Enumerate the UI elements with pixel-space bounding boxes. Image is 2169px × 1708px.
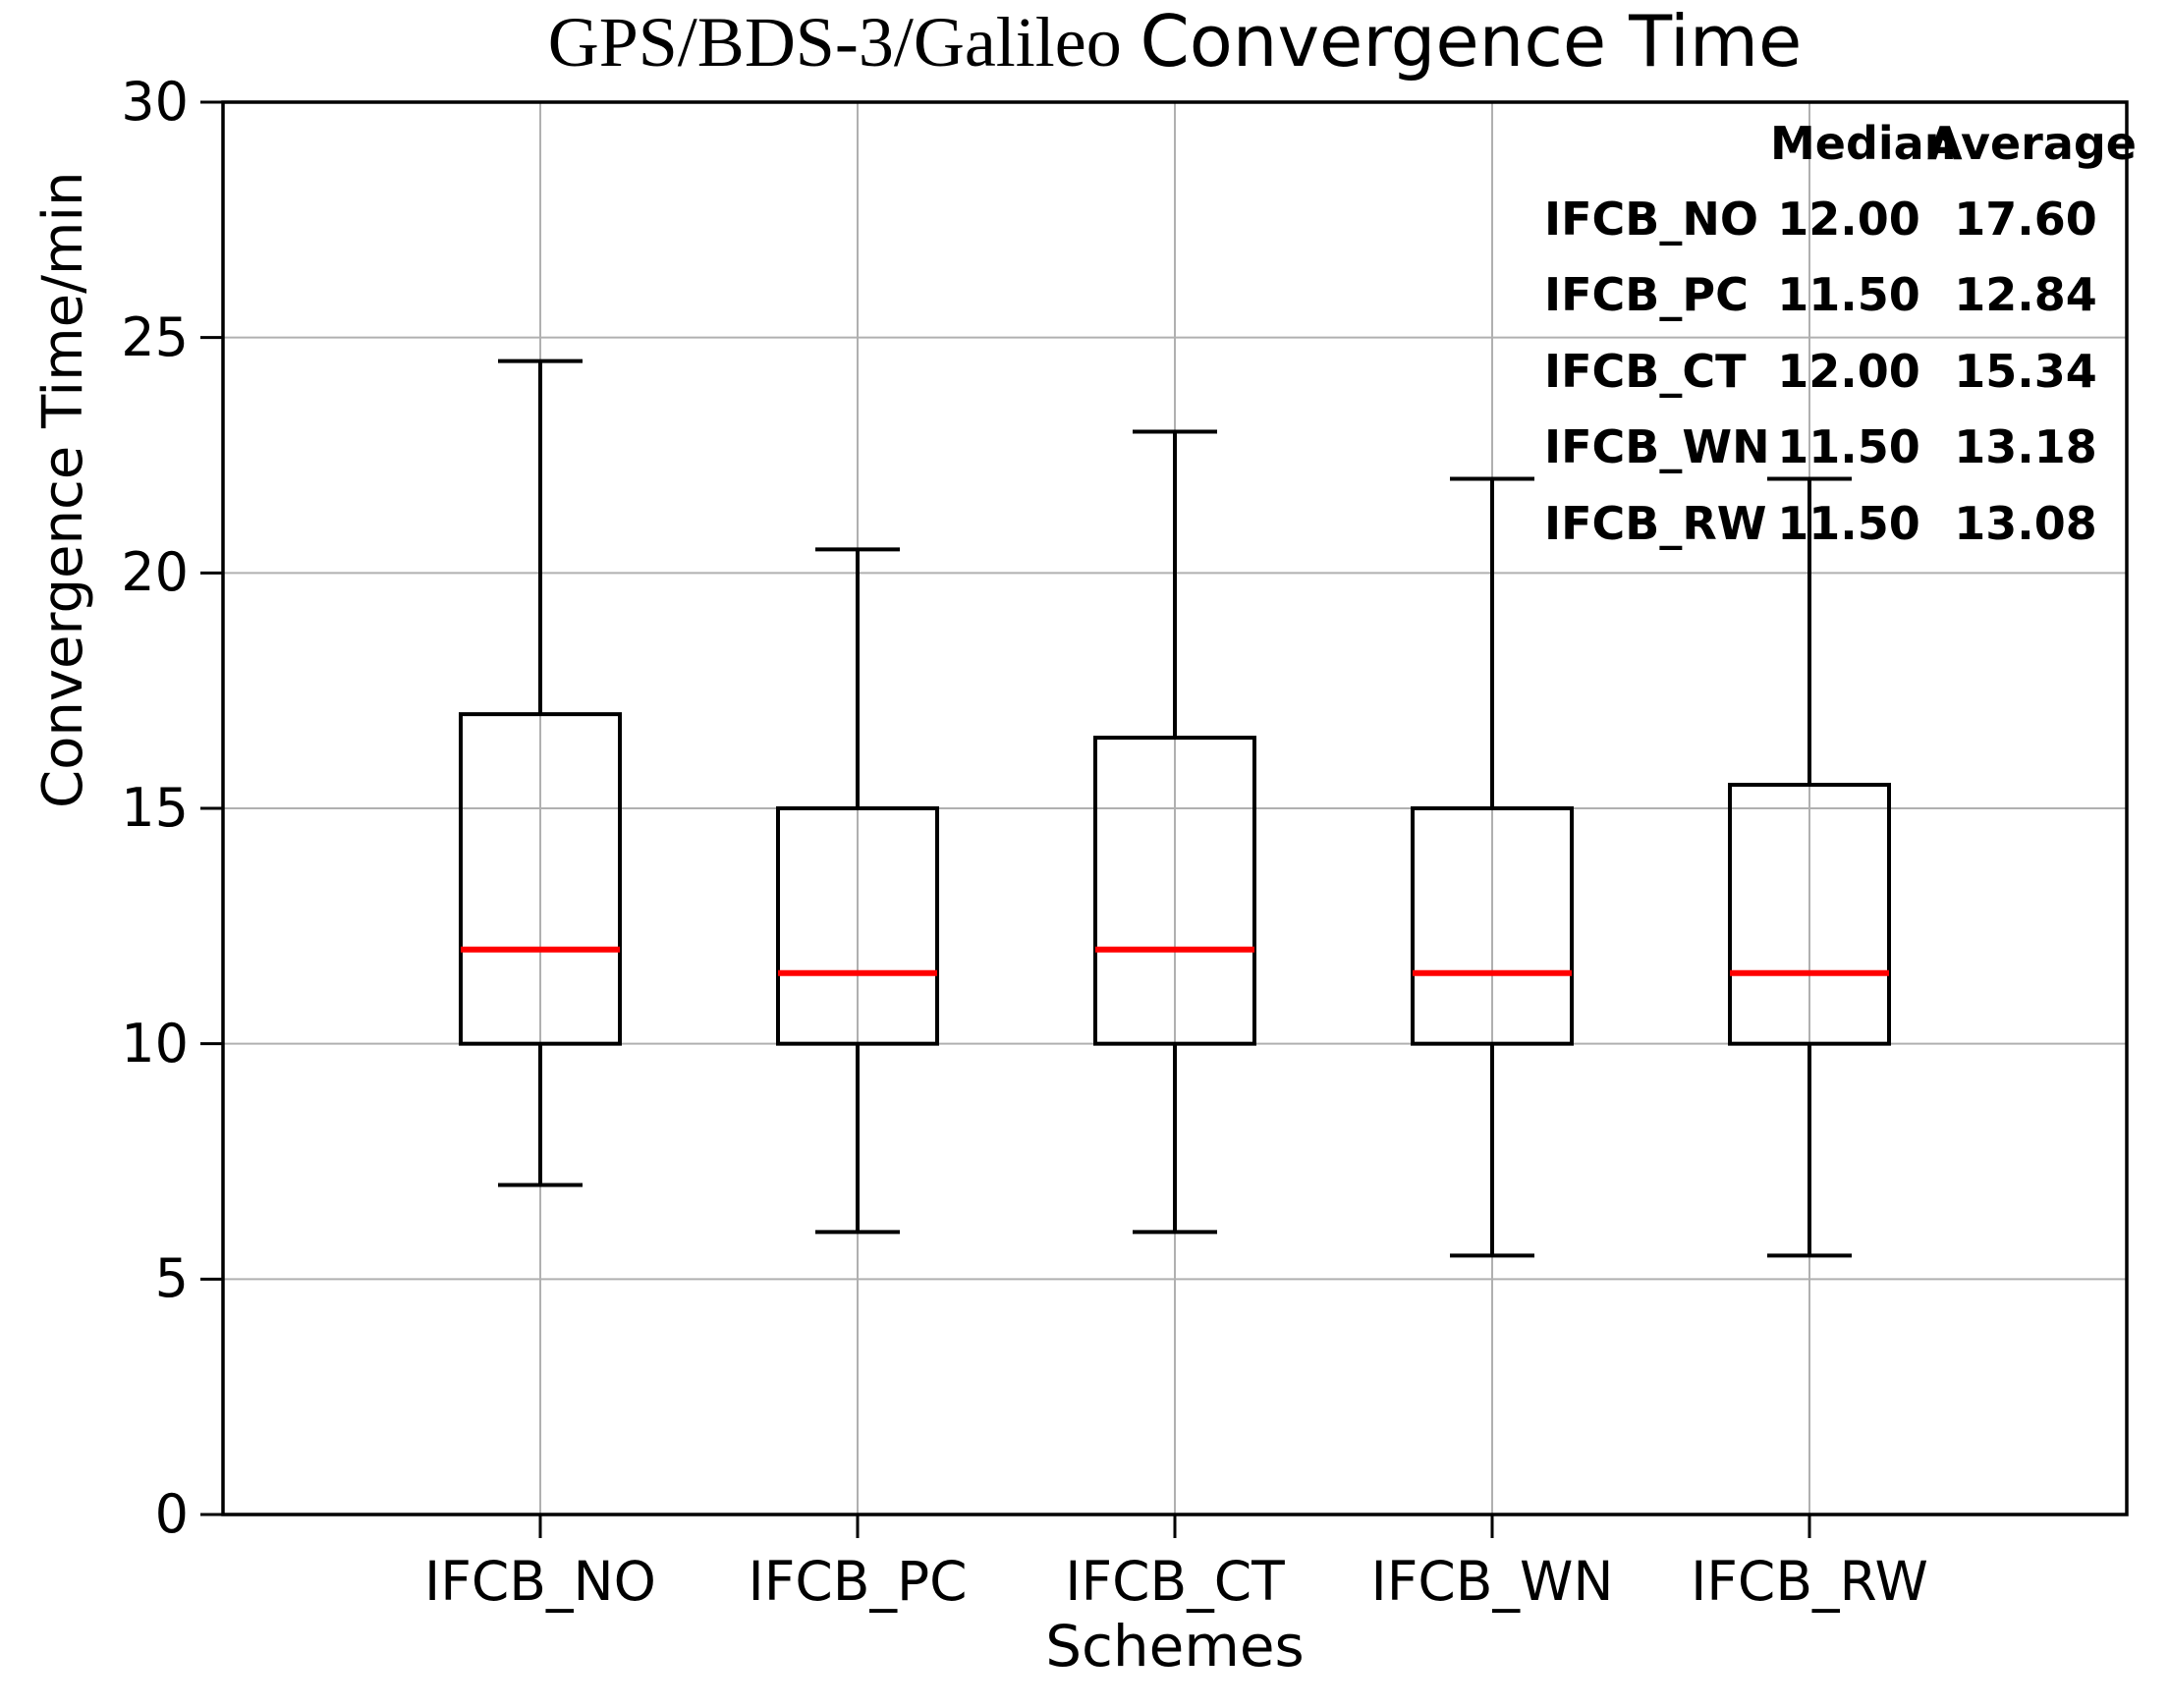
legend-row: IFCB_RW 11.50 13.08 [1544, 485, 2124, 561]
x-tick-label: IFCB_CT [1065, 1550, 1285, 1613]
legend-average-value: 13.08 [1954, 496, 2097, 550]
x-tick-label: IFCB_WN [1370, 1550, 1614, 1613]
legend-table: Median Average IFCB_NO 12.00 17.60 IFCB_PC 11.… [1544, 105, 2137, 561]
y-tick-label: 0 [154, 1483, 189, 1545]
box-IFCB_NO [459, 712, 622, 1046]
legend-scheme-label: IFCB_RW [1544, 496, 1767, 550]
legend-header-row: Median Average [1544, 105, 2137, 181]
legend-scheme-label: IFCB_CT [1544, 344, 1747, 398]
y-tick-label: 10 [121, 1012, 189, 1074]
legend-average-value: 12.84 [1954, 268, 2097, 322]
y-tick-label: 25 [121, 305, 189, 368]
chart-title-sans-part: Convergence Time [1140, 0, 1803, 83]
legend-average-value: 13.18 [1954, 420, 2097, 474]
x-tick-label: IFCB_RW [1691, 1550, 1928, 1613]
legend-scheme-label: IFCB_NO [1544, 193, 1758, 247]
legend-median-value: Median [1770, 116, 1957, 170]
box-IFCB_CT [1093, 736, 1256, 1046]
legend-median-value: 12.00 [1777, 344, 1920, 398]
legend-median-value: 12.00 [1777, 193, 1920, 247]
legend-row: IFCB_NO 12.00 17.60 [1544, 181, 2124, 256]
legend-median-value: 11.50 [1777, 420, 1920, 474]
legend-row: IFCB_CT 12.00 15.34 [1544, 333, 2124, 409]
legend-scheme-label: IFCB_PC [1544, 268, 1749, 322]
legend-scheme-label: IFCB_WN [1544, 420, 1770, 474]
chart-title: GPS/BDS-3/Galileo Convergence Time [223, 0, 2127, 87]
box-IFCB_RW [1728, 783, 1891, 1046]
legend-average-value: 17.60 [1954, 193, 2097, 247]
box-IFCB_WN [1411, 806, 1574, 1046]
legend-median-value: 11.50 [1777, 496, 1920, 550]
legend-median-value: 11.50 [1777, 268, 1920, 322]
x-tick-label: IFCB_NO [424, 1550, 656, 1613]
y-tick-label: 30 [121, 71, 189, 133]
box-IFCB_PC [776, 806, 939, 1046]
chart-title-serif-part: GPS/BDS-3/Galileo [547, 3, 1122, 82]
y-tick-label: 20 [121, 541, 189, 604]
legend-average-value: Average [1927, 116, 2137, 170]
x-axis-label: Schemes [1045, 1613, 1305, 1680]
x-tick-label: IFCB_PC [748, 1550, 968, 1613]
legend-average-value: 15.34 [1954, 344, 2097, 398]
legend-row: IFCB_WN 11.50 13.18 [1544, 410, 2124, 485]
legend-row: IFCB_PC 11.50 12.84 [1544, 257, 2124, 333]
y-tick-label: 15 [121, 777, 189, 839]
y-tick-label: 5 [154, 1247, 189, 1310]
